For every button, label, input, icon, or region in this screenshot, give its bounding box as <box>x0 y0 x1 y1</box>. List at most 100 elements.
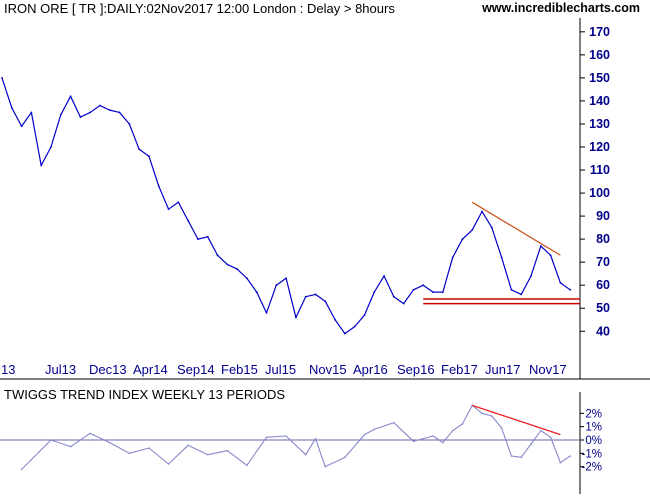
price-point <box>461 238 464 241</box>
indicator-y-tick-label: 0% <box>585 435 602 447</box>
indicator-point <box>500 427 503 429</box>
price-point <box>177 201 180 204</box>
indicator-panel: 2% 1%0%-1% -2% <box>0 392 602 494</box>
price-y-tick-label: 80 <box>596 232 610 246</box>
indicator-point <box>20 468 23 471</box>
indicator-point <box>451 429 454 432</box>
price-x-tick-label: Jul15 <box>265 362 296 377</box>
price-point <box>99 104 101 107</box>
price-line-segment <box>363 291 375 316</box>
indicator-point <box>89 432 91 435</box>
price-point <box>569 288 572 291</box>
price-x-tick-label: Dec13 <box>89 362 127 377</box>
price-line-segment <box>197 236 208 240</box>
price-point <box>275 284 278 287</box>
indicator-line-segment <box>530 430 542 445</box>
price-y-tick-label: 140 <box>589 94 610 108</box>
indicator-line-segment <box>325 456 346 468</box>
price-line-segment <box>295 296 307 318</box>
price-line-segment <box>550 255 561 284</box>
indicator-point <box>461 423 464 425</box>
price-point <box>490 226 493 229</box>
price-line-segment <box>324 301 336 321</box>
price-line-segment <box>217 254 228 265</box>
price-y-tick-label: 90 <box>596 209 610 223</box>
price-y-tick-label: 170 <box>589 25 610 39</box>
price-line-segment <box>501 257 512 290</box>
price-point <box>206 235 209 238</box>
indicator-point <box>226 449 229 452</box>
indicator-trendline <box>472 404 561 436</box>
price-line-segment <box>60 96 72 116</box>
price-point <box>20 125 23 128</box>
price-line-segment <box>530 245 542 277</box>
price-line-segment <box>109 109 120 114</box>
site-url-link[interactable]: www.incrediblecharts.com <box>482 1 640 15</box>
price-line-segment <box>393 296 405 305</box>
indicator-line-segment <box>266 435 287 438</box>
indicator-line-segment <box>168 444 189 465</box>
price-trendline <box>471 201 561 256</box>
indicator-y-tick-label: -2% <box>582 462 602 474</box>
price-line-segment <box>138 148 150 157</box>
price-line-segment <box>373 275 385 293</box>
price-point <box>422 284 425 287</box>
indicator-point <box>363 433 366 436</box>
price-point <box>520 293 523 296</box>
indicator-line-segment <box>344 434 365 458</box>
indicator-y-tick-label: 1% <box>585 422 602 434</box>
indicator-line-segment <box>550 437 561 463</box>
price-line-segment <box>383 275 395 297</box>
indicator-point <box>491 415 493 417</box>
price-line-segment <box>119 112 130 125</box>
indicator-line-segment <box>520 443 532 458</box>
price-line-segment <box>207 236 219 256</box>
price-point <box>441 291 444 294</box>
price-line-segment <box>354 314 365 328</box>
price-y-tick-label: 120 <box>589 140 610 154</box>
indicator-line-segment <box>109 442 130 454</box>
price-point <box>500 256 503 259</box>
price-line-segment <box>128 123 140 150</box>
indicator-point <box>510 455 513 457</box>
price-x-tick-label: Jun17 <box>485 362 520 377</box>
price-line-segment <box>285 278 297 318</box>
price-y-tick-label: 130 <box>589 117 610 131</box>
indicator-line-segment <box>314 438 326 467</box>
price-line-segment <box>30 112 42 166</box>
price-point <box>40 164 43 167</box>
price-point <box>246 277 248 280</box>
indicator-line-segment <box>442 430 454 444</box>
price-point <box>481 210 483 213</box>
price-point <box>559 281 562 284</box>
indicator-point <box>206 453 209 456</box>
indicator-line-segment <box>21 439 52 470</box>
indicator-line-segment <box>246 437 267 466</box>
indicator-point <box>324 465 327 468</box>
price-point <box>265 311 268 314</box>
price-point <box>451 256 454 259</box>
price-x-tick-label: 13 <box>1 362 15 377</box>
price-point <box>10 106 13 109</box>
indicator-point <box>128 452 131 455</box>
indicator-point <box>481 412 483 415</box>
indicator-title: TWIGGS TREND INDEX WEEKLY 13 PERIODS <box>4 387 286 402</box>
price-point <box>79 116 82 118</box>
price-point <box>197 238 199 241</box>
price-line-segment <box>11 107 23 127</box>
price-point <box>187 219 190 222</box>
price-point <box>363 314 366 317</box>
price-x-tick-label: Apr16 <box>353 362 388 377</box>
indicator-line-segment <box>207 450 228 456</box>
price-y-tick-label: 110 <box>590 163 610 177</box>
price-point <box>412 288 415 291</box>
indicator-line-segment <box>226 450 248 466</box>
price-line-segment <box>305 293 316 298</box>
price-line-segment <box>99 104 111 111</box>
indicator-line-segment <box>187 444 208 456</box>
price-x-tick-label: Jul13 <box>45 362 76 377</box>
price-point <box>285 277 288 280</box>
price-x-tick-label: Sep16 <box>397 362 435 377</box>
